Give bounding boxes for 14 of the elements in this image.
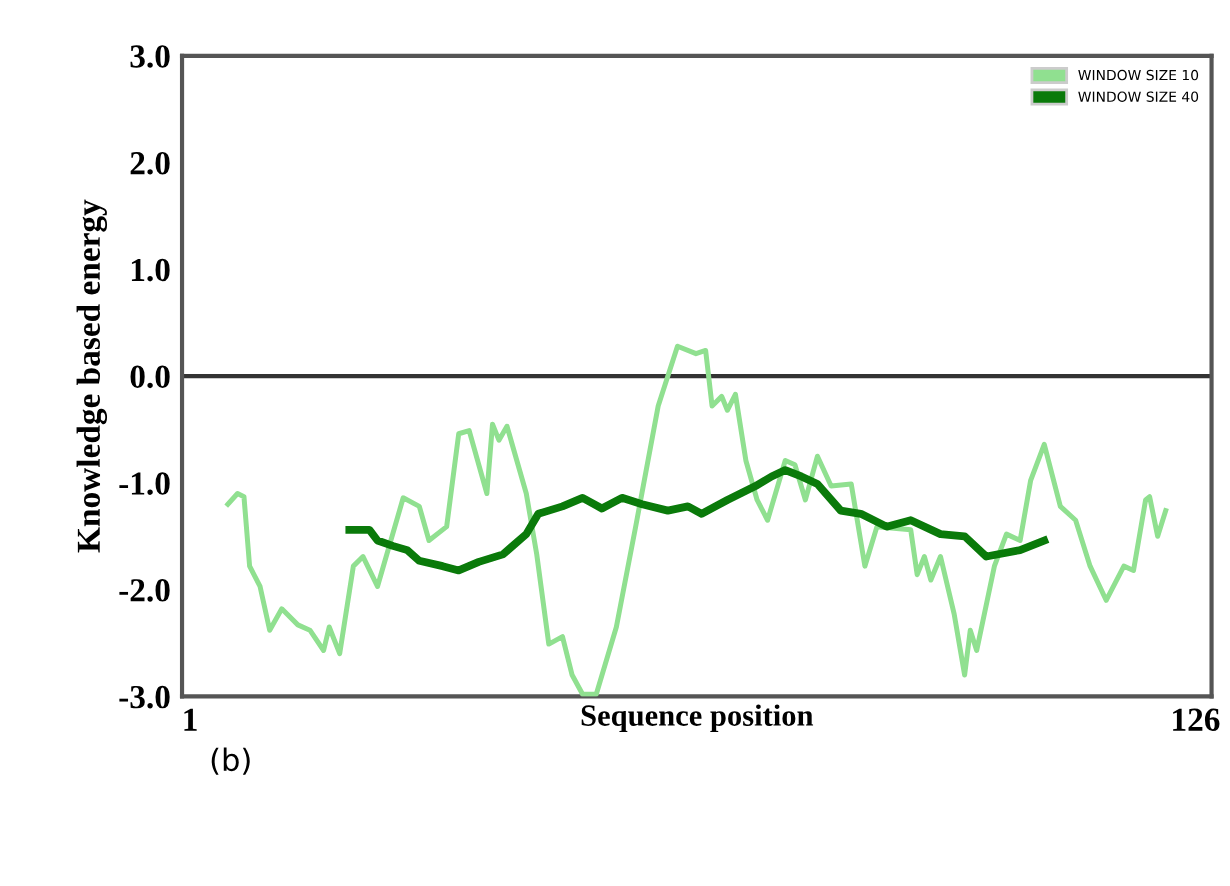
y-tick-label: -2.0 bbox=[119, 579, 170, 602]
text: (b) bbox=[211, 747, 250, 775]
y-tick-label: 0.0 bbox=[130, 365, 170, 389]
y-tick-label: -1.0 bbox=[119, 472, 170, 495]
x-axis-title: Sequence position bbox=[581, 704, 814, 733]
y-tick-label: 3.0 bbox=[130, 45, 170, 68]
y-tick-label: 1.0 bbox=[131, 258, 170, 282]
x-tick-label: 126 bbox=[1173, 708, 1220, 731]
line-series bbox=[225, 343, 1169, 697]
y-tick-label: -3.0 bbox=[119, 685, 170, 709]
line-series bbox=[345, 466, 1049, 575]
x-tick-label: 1 bbox=[184, 708, 197, 731]
y-axis-title: Knowledge based energy bbox=[76, 199, 108, 553]
y-tick-label: 2.0 bbox=[130, 151, 170, 175]
